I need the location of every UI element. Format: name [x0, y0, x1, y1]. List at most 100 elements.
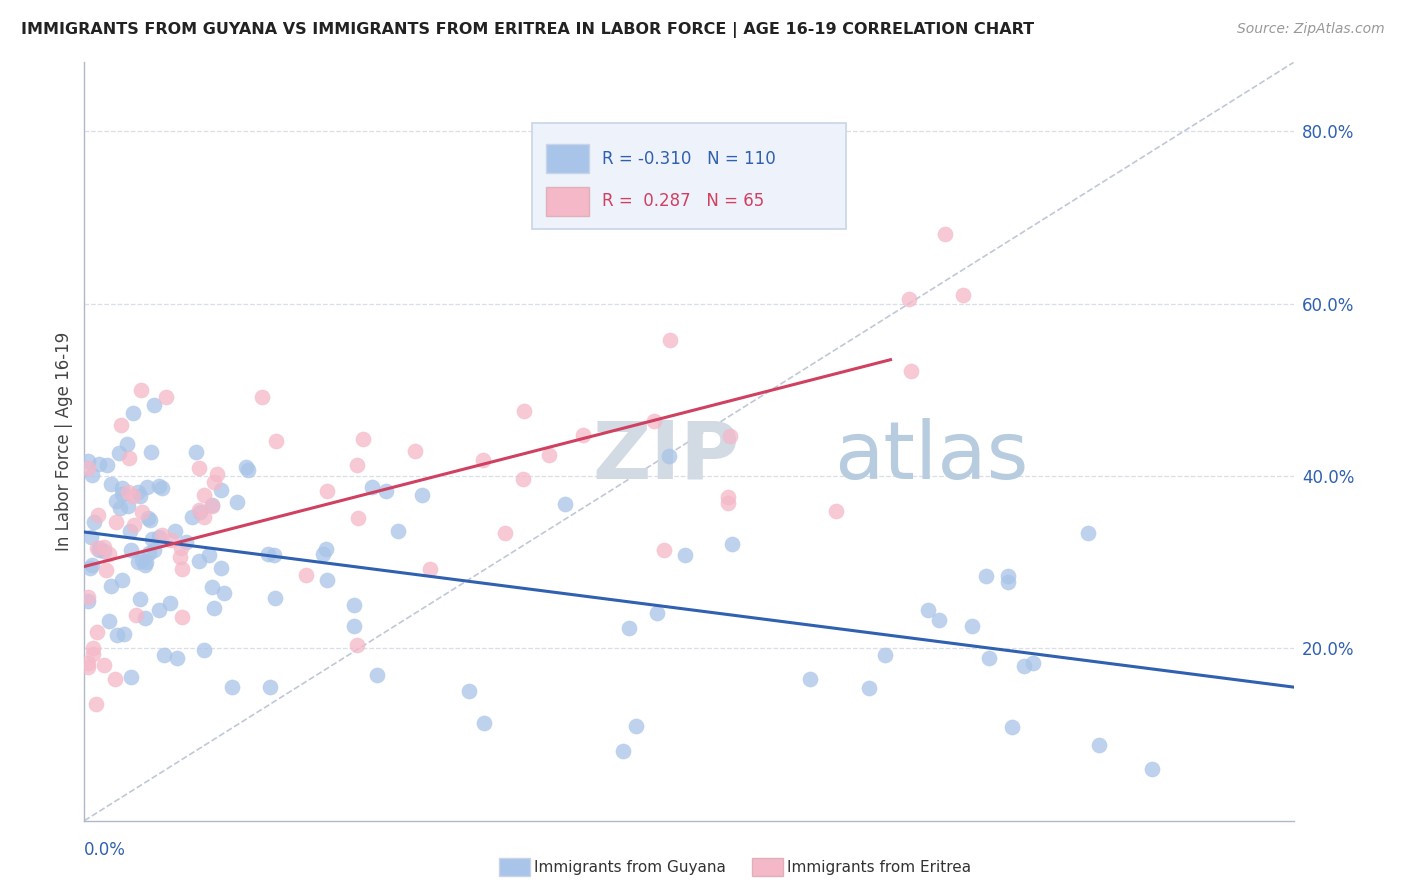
Point: [104, 672, 127, 686]
Point: [643, 414, 665, 428]
Point: [83, 516, 105, 530]
Point: [77, 659, 100, 673]
Point: [112, 627, 135, 641]
Point: [93, 544, 115, 558]
Point: [150, 527, 173, 541]
Point: [1088, 739, 1111, 753]
Point: [1022, 657, 1045, 671]
Point: [131, 504, 153, 518]
Point: [135, 555, 157, 569]
Point: [87, 543, 110, 558]
Point: [143, 398, 166, 412]
Point: [205, 467, 228, 481]
Point: [952, 288, 974, 302]
Point: [315, 541, 337, 556]
Point: [94, 563, 117, 577]
Point: [209, 483, 232, 497]
Point: [572, 427, 595, 442]
Point: [181, 509, 204, 524]
Point: [900, 364, 922, 378]
Text: 0.0%: 0.0%: [84, 841, 127, 859]
Point: [148, 602, 170, 616]
Point: [163, 524, 186, 538]
Point: [1077, 526, 1099, 541]
Point: [117, 499, 139, 513]
Point: [264, 434, 287, 449]
Point: [202, 475, 225, 490]
Point: [979, 650, 1001, 665]
Point: [82, 641, 104, 656]
Point: [554, 497, 576, 511]
Point: [80, 558, 103, 573]
Point: [155, 390, 177, 404]
Point: [136, 511, 159, 525]
Point: [342, 618, 364, 632]
Point: [134, 611, 156, 625]
Point: [645, 607, 668, 621]
Text: Immigrants from Eritrea: Immigrants from Eritrea: [787, 860, 972, 874]
Point: [117, 485, 139, 500]
Point: [159, 596, 181, 610]
Point: [346, 638, 368, 652]
Point: [193, 488, 215, 502]
Point: [150, 481, 173, 495]
Point: [652, 543, 675, 558]
Point: [174, 535, 197, 549]
FancyBboxPatch shape: [531, 123, 846, 229]
Point: [264, 591, 287, 606]
Point: [316, 483, 339, 498]
Point: [235, 460, 257, 475]
Point: [107, 445, 129, 459]
Point: [494, 525, 516, 540]
Point: [375, 484, 398, 499]
Point: [960, 619, 983, 633]
Point: [96, 458, 118, 472]
Point: [411, 488, 433, 502]
Point: [457, 684, 479, 698]
Point: [172, 610, 194, 624]
Point: [110, 418, 132, 433]
Point: [77, 461, 100, 475]
Point: [187, 461, 209, 475]
Point: [125, 608, 148, 623]
Point: [312, 547, 335, 561]
Point: [129, 489, 152, 503]
Point: [77, 594, 100, 608]
Text: Source: ZipAtlas.com: Source: ZipAtlas.com: [1237, 22, 1385, 37]
Point: [259, 680, 281, 694]
Point: [193, 509, 215, 524]
Point: [198, 548, 221, 562]
Point: [141, 445, 163, 459]
Point: [673, 549, 696, 563]
Point: [136, 480, 159, 494]
Point: [997, 569, 1019, 583]
Point: [718, 429, 741, 443]
Point: [79, 560, 101, 574]
Point: [1140, 762, 1163, 776]
Point: [86, 508, 108, 522]
Point: [361, 480, 384, 494]
Point: [97, 547, 120, 561]
Point: [120, 670, 142, 684]
Point: [134, 558, 156, 573]
Point: [122, 518, 145, 533]
Point: [148, 530, 170, 544]
Point: [166, 650, 188, 665]
Point: [77, 656, 100, 670]
Point: [105, 627, 128, 641]
Point: [77, 591, 100, 605]
Point: [160, 533, 183, 548]
Point: [97, 614, 120, 628]
Point: [93, 541, 115, 555]
Point: [153, 648, 176, 662]
Point: [120, 524, 142, 538]
Point: [169, 549, 191, 564]
Point: [419, 562, 441, 576]
Point: [238, 463, 260, 477]
Point: [111, 481, 134, 495]
Point: [315, 573, 337, 587]
Point: [100, 579, 122, 593]
Point: [89, 541, 111, 555]
Point: [118, 451, 141, 466]
Point: [898, 293, 921, 307]
